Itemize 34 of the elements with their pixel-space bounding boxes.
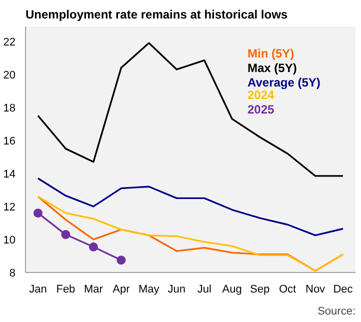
x-tick-label: Dec xyxy=(333,284,354,296)
y-tick-label: 14 xyxy=(3,168,16,180)
x-tick-label: Nov xyxy=(306,284,326,296)
line-series xyxy=(37,196,344,272)
point xyxy=(116,256,126,265)
y-tick-label: 12 xyxy=(3,201,16,214)
x-tick-label: May xyxy=(138,284,160,296)
point xyxy=(88,242,98,252)
point xyxy=(61,230,70,240)
y-tick-label: 8 xyxy=(9,268,16,280)
x-tick-label: Feb xyxy=(56,284,76,296)
x-tick-label: Sep xyxy=(250,284,270,296)
source-note: Source: xyxy=(318,306,356,318)
y-tick-label: 16 xyxy=(3,135,16,148)
chart-title: Unemployment rate remains at historical lows xyxy=(26,8,288,22)
y-tick-label: 20 xyxy=(3,69,16,82)
x-tick-label: Apr xyxy=(112,284,130,296)
line-series xyxy=(37,178,344,236)
x-tick-label: Jun xyxy=(168,284,186,296)
x-tick-label: Aug xyxy=(222,284,242,296)
y-tick-label: 18 xyxy=(3,102,16,114)
y-tick-label: 22 xyxy=(3,36,16,48)
text: 2024 xyxy=(248,88,275,102)
y-tick-label: 10 xyxy=(3,234,16,246)
point xyxy=(33,208,42,218)
text: Average (5Y) xyxy=(248,76,320,90)
x-tick-label: Oct xyxy=(279,284,296,296)
x-tick-label: Jan xyxy=(29,284,47,296)
x-tick-label: Jul xyxy=(197,284,212,296)
x-tick-label: Mar xyxy=(84,284,104,296)
text: Min (5Y) xyxy=(248,46,294,60)
text: Max (5Y) xyxy=(248,61,297,75)
line-series xyxy=(37,42,344,177)
text: 2025 xyxy=(248,102,275,116)
